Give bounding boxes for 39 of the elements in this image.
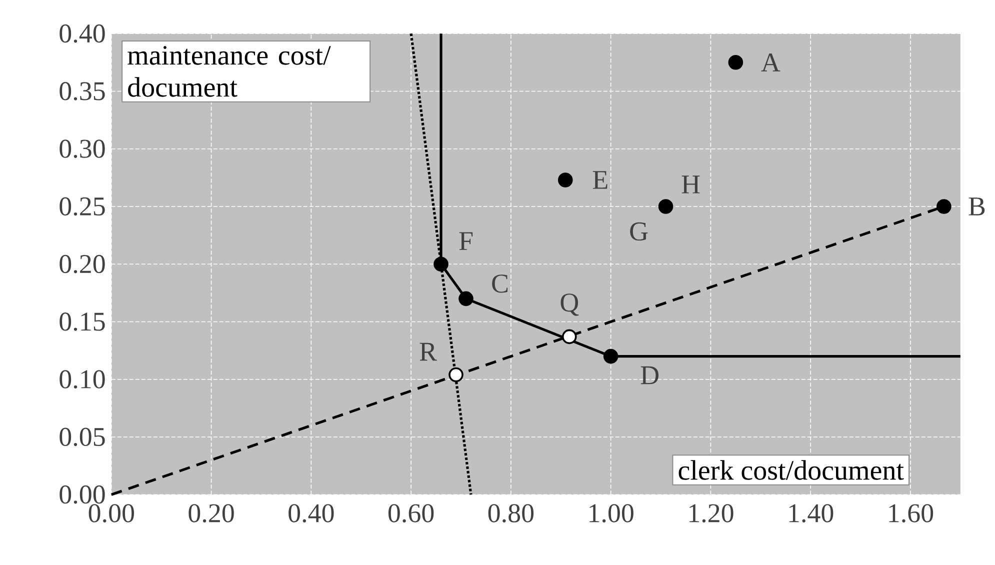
y-tick-label: 0.30 (60, 140, 105, 158)
annotation: E (592, 171, 608, 189)
annotation: H (682, 176, 700, 194)
point (562, 329, 577, 344)
y-tick-label: 0.25 (60, 197, 105, 216)
x-tick-label: 0.00 (88, 504, 134, 522)
x-tick-label: 1.60 (889, 504, 934, 522)
annotation: A (761, 53, 780, 72)
annotation: Q (560, 294, 579, 316)
y-tick-label: 0.20 (60, 254, 105, 274)
x-tick-label: 1.00 (590, 504, 634, 522)
y-tick-label: 0.00 (60, 485, 105, 504)
x-axis-title: clerk cost/document (678, 460, 904, 480)
annotation: R (420, 342, 437, 361)
point (458, 291, 474, 306)
x-tick-label: 1.20 (689, 504, 734, 522)
point (558, 172, 573, 188)
annotation: C (492, 274, 508, 293)
x-tick-label: 1.40 (789, 504, 834, 522)
annotation: G (630, 222, 648, 241)
x-tick-label: 0.40 (288, 504, 334, 522)
x-tick-label: 0.60 (388, 504, 434, 522)
point (448, 367, 464, 382)
x-tick-label: 0.80 (488, 504, 534, 522)
y-tick-label: 0.40 (60, 24, 105, 43)
point (728, 55, 744, 70)
point (434, 256, 448, 272)
point (936, 199, 952, 214)
x-tick-label: 0.20 (188, 504, 234, 522)
annotation: D (640, 366, 658, 384)
y-axis-title: maintenance cost/ document (128, 46, 331, 97)
annotation: F (459, 232, 473, 250)
annotation: B (968, 198, 985, 216)
y-tick-label: 0.05 (60, 428, 105, 446)
y-tick-label: 0.35 (60, 82, 105, 100)
point (603, 348, 618, 364)
y-tick-label: 0.15 (60, 312, 105, 331)
point (658, 199, 674, 214)
y-tick-label: 0.10 (60, 370, 105, 389)
